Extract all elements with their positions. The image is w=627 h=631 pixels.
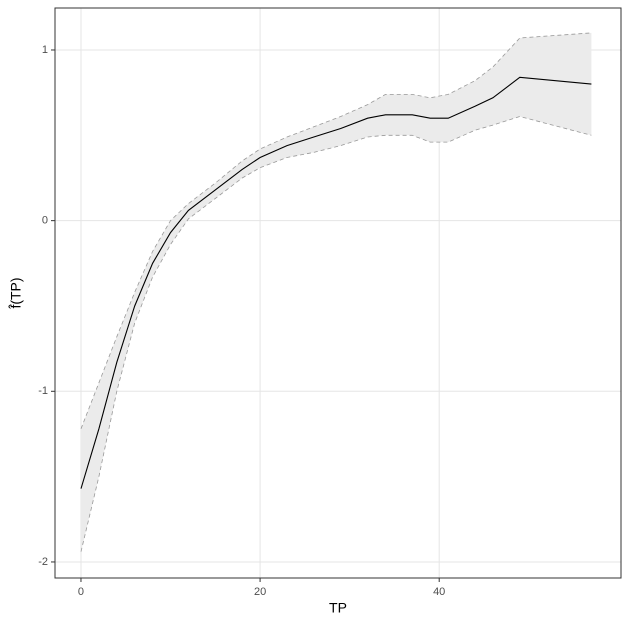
x-tick-label: 20 [254, 586, 266, 598]
fit-line [80, 76, 592, 489]
y-tick-label: 0 [42, 215, 48, 227]
y-axis-title: f̂(TP) [7, 277, 23, 309]
confidence-band [81, 32, 592, 552]
y-tick-label: 1 [42, 44, 48, 56]
x-tick-label: 40 [433, 586, 445, 598]
x-tick-label: 0 [78, 586, 84, 598]
y-tick-label: -2 [38, 556, 48, 568]
y-tick-label: -1 [38, 385, 48, 397]
lower-bound [80, 116, 592, 552]
x-axis-title: TP [329, 600, 347, 616]
upper-bound [80, 32, 592, 429]
panel-border [54, 7, 622, 579]
